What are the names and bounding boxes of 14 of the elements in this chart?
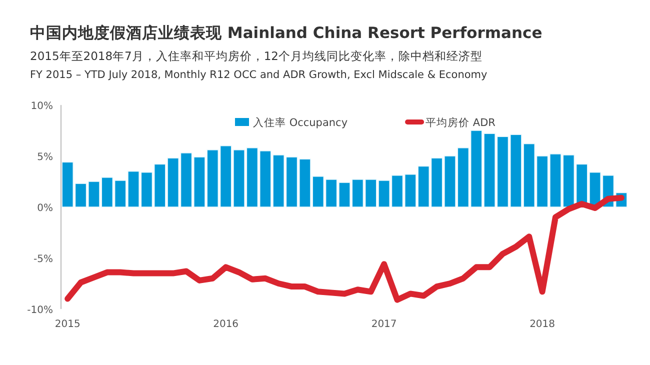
legend-label: 入住率 Occupancy bbox=[253, 116, 348, 129]
y-tick-label: 0% bbox=[37, 203, 53, 214]
chart-title: 中国内地度假酒店业绩表现 Mainland China Resort Performance bbox=[30, 23, 542, 42]
text: FY 2015 – YTD July 2018, Monthly R12 OCC and ADR Growth, Excl Midscale & Economy bbox=[30, 69, 488, 81]
y-tick-label: 10% bbox=[30, 101, 53, 112]
x-tick-label: 2017 bbox=[371, 319, 397, 330]
y-tick-label: 5% bbox=[37, 152, 53, 163]
chart-subtitle: 2015年至2018年7月，入住率和平均房价，12个月均线同比变化率，除中档和经济型 bbox=[30, 49, 482, 63]
x-tick-label: 2015 bbox=[54, 319, 80, 330]
y-tick-label: -10% bbox=[27, 305, 53, 316]
x-tick-label: 2016 bbox=[213, 319, 239, 330]
y-tick-label: -5% bbox=[34, 254, 53, 265]
x-tick-label: 2018 bbox=[530, 319, 556, 330]
legend-label: 平均房价 ADR bbox=[426, 116, 496, 129]
